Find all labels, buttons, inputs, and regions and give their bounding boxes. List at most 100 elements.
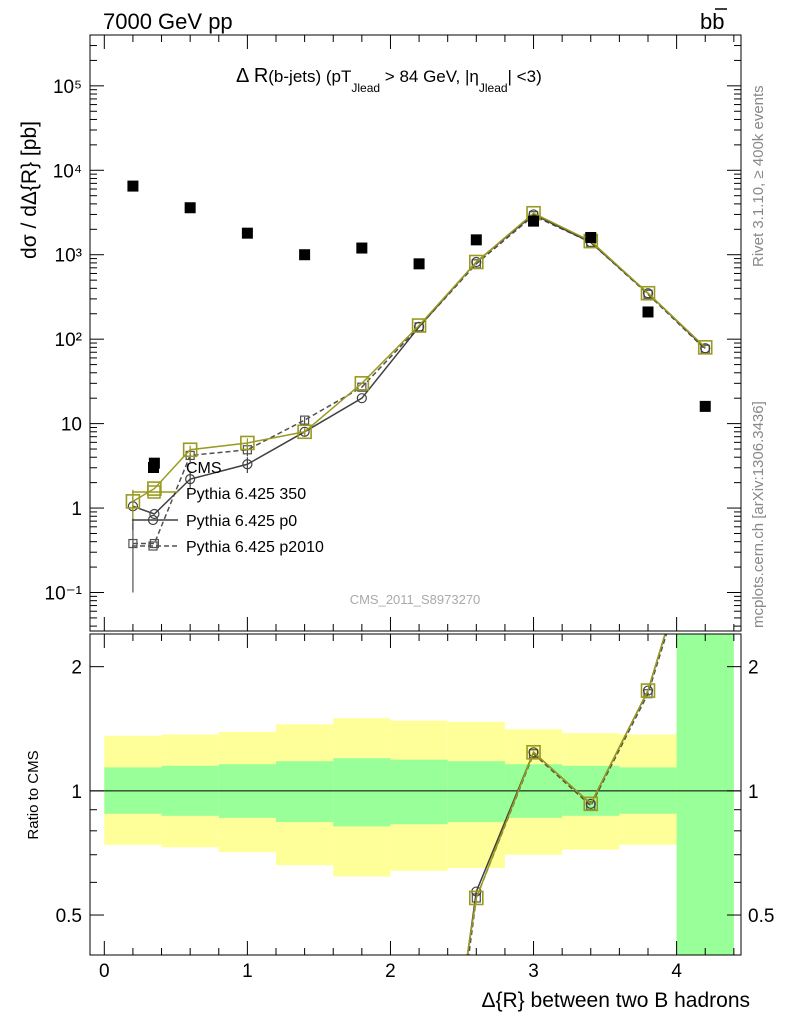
upper-frame (89, 34, 742, 632)
svg-text:bb: bb (700, 9, 725, 34)
p0-marker (185, 474, 196, 485)
ratio-y-tick-label: 1 (71, 782, 82, 803)
legend-label-p2010: Pythia 6.425 p2010 (186, 539, 324, 556)
ratio-y-tick-label-right: 1 (748, 782, 759, 803)
upper-title: Δ R(b-jets) (pTJlead > 84 GeV, |ηJlead| … (236, 65, 542, 95)
ratio-band-inner (676, 634, 734, 955)
cms-data-point (241, 227, 253, 239)
ratio-frame (89, 633, 742, 956)
mc350-marker (240, 435, 255, 451)
mc350-marker (125, 494, 141, 509)
ratio-mc350-marker (526, 745, 541, 760)
upper-ytick-labels: 10⁻¹ 1 10 10² 10³ 10⁴ 10⁵ (45, 77, 83, 605)
cms-data-point (127, 180, 139, 192)
cms-data-point (585, 231, 597, 243)
title-prefix: Δ R (236, 65, 268, 87)
energy-label: 7000 GeV pp (103, 9, 233, 34)
y-tick-label: 10⁴ (53, 161, 82, 182)
y-tick-label: 10⁵ (53, 77, 82, 98)
upper-plot: Δ R(b-jets) (pTJlead > 84 GeV, |ηJlead| … (18, 34, 742, 632)
upper-ylabel: dσ / dΔ{R} [pb] (18, 121, 41, 259)
legend-item-350: Pythia 6.425 350 (132, 485, 306, 503)
ratio-mc350-line (466, 634, 666, 955)
x-tick-label: 3 (528, 961, 539, 982)
process-b: b (700, 9, 712, 34)
ratio-y-tick-label-right: 2 (748, 658, 759, 679)
title-mid: > 84 GeV, |η (380, 67, 479, 86)
legend-label-cms: CMS (186, 460, 222, 477)
legend-item-p0: Pythia 6.425 p0 (132, 513, 297, 530)
p0-marker (642, 288, 654, 299)
p0-line (132, 213, 706, 515)
ratio-band-inner (333, 758, 391, 827)
mc350-marker (469, 254, 484, 270)
ratio-p0-marker (528, 747, 539, 758)
p0-marker (299, 426, 310, 437)
process-bbar: b (712, 9, 724, 34)
ratio-ylabel: Ratio to CMS (25, 750, 42, 839)
x-tick-label: 4 (671, 961, 682, 982)
title-suffix: | <3) (508, 67, 542, 86)
cms-data-point (470, 234, 482, 246)
cms-data-point (699, 400, 711, 412)
ratio-mc350-marker (583, 796, 599, 812)
mc350-marker (297, 424, 312, 440)
mc350-marker (697, 340, 713, 355)
p0-marker (700, 343, 711, 354)
x-axis-label: Δ{R} between two B hadrons (481, 989, 750, 1012)
y-tick-label: 10² (55, 330, 82, 351)
x-tick-labels: 0 1 2 3 4 (99, 961, 682, 982)
mcplots-label: mcplots.cern.ch [arXiv:1306.3436] (750, 401, 767, 628)
ratio-y-tick-label: 0.5 (56, 906, 82, 927)
title-paren: (b-jets) (pT (268, 67, 351, 86)
cms-data-point (528, 215, 540, 227)
upper-ticks (90, 34, 741, 631)
watermark: CMS_2011_S8973270 (350, 592, 481, 607)
legend-item-cms: CMS (148, 460, 222, 477)
ratio-p0-marker (585, 798, 596, 809)
cms-data-point (642, 306, 654, 318)
mc350-line (132, 212, 706, 503)
x-tick-label: 2 (385, 961, 396, 982)
cms-data-point (184, 202, 196, 214)
ratio-y-tick-label-right: 0.5 (748, 906, 774, 927)
title-sub2: Jlead (479, 81, 508, 95)
legend-label-350: Pythia 6.425 350 (186, 486, 306, 503)
p0-marker (149, 508, 160, 520)
cms-data-point (356, 242, 368, 254)
y-tick-label: 10⁻¹ (45, 583, 83, 604)
ratio-series (466, 634, 668, 955)
ratio-mc350-marker (640, 683, 656, 698)
p0-marker (356, 393, 367, 404)
y-tick-label: 1 (71, 499, 82, 520)
legend-marker-p0 (147, 514, 159, 526)
rivet-label: Rivet 3.1.10, ≥ 400k events (750, 85, 767, 267)
legend-marker-cms (148, 462, 159, 473)
legend: CMS Pythia 6.425 350 Pythia 6.425 p0 Pyt… (132, 460, 324, 556)
ratio-band-inner (390, 759, 448, 825)
mc350-marker (182, 442, 198, 458)
legend-marker-p2010 (148, 541, 158, 551)
lower-ytick-labels: 0.5 0.5 1 1 2 2 (56, 658, 775, 927)
ratio-bands (104, 634, 734, 955)
cms-data-point (299, 249, 311, 261)
title-sub1: Jlead (351, 81, 380, 95)
ratio-plot: 0.5 0.5 1 1 2 2 Ratio to CMS (25, 633, 775, 956)
p2010-marker (300, 415, 310, 425)
ratio-y-tick-label: 2 (71, 658, 82, 679)
p0-marker (242, 459, 253, 470)
p2010-marker (128, 538, 138, 549)
x-tick-label: 1 (242, 961, 253, 982)
y-tick-label: 10 (61, 415, 82, 436)
ratio-band-inner (276, 761, 334, 823)
mc350-marker (354, 376, 370, 391)
lower-ticks (90, 634, 741, 956)
mc350-marker (411, 318, 427, 333)
p2010-marker (149, 538, 159, 549)
mc350-marker (640, 285, 656, 301)
p2010-line (132, 214, 706, 545)
upper-series (125, 180, 713, 593)
ratio-band-inner (447, 761, 505, 823)
legend-marker-350 (147, 485, 161, 499)
